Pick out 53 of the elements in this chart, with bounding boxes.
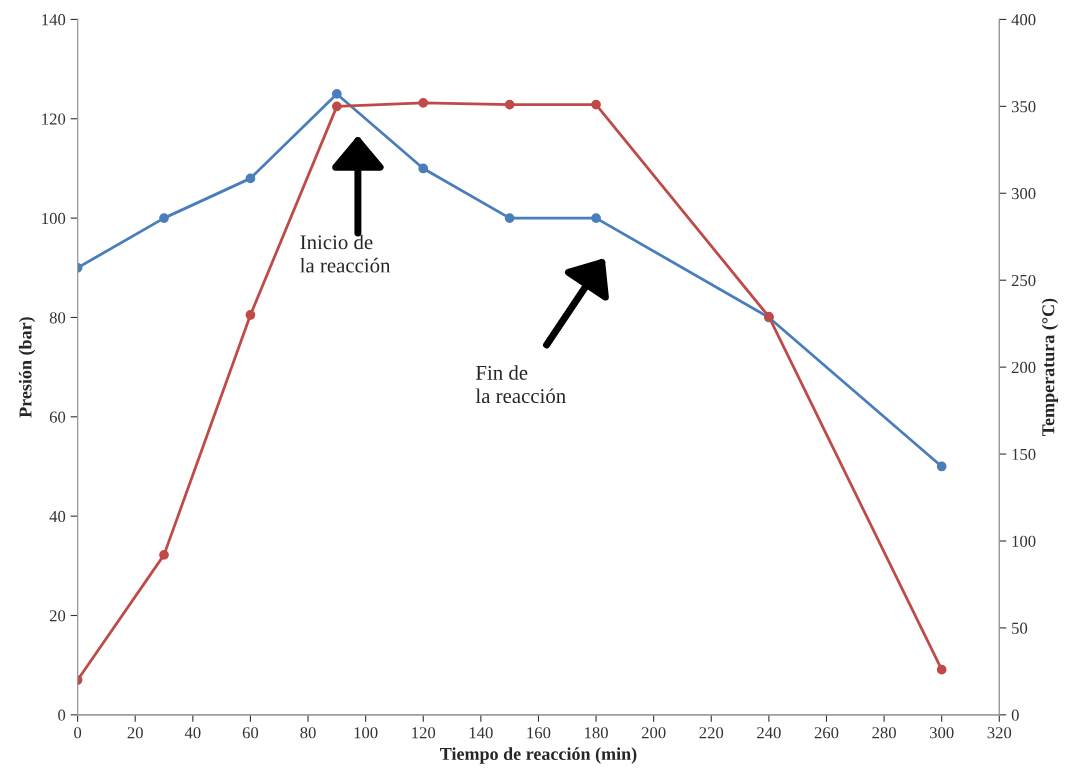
y-tick-label: 120 (42, 113, 66, 125)
x-tick-label: 0 (74, 727, 82, 739)
x-tick-label: 40 (184, 727, 201, 739)
point (245, 173, 256, 184)
point (591, 99, 601, 110)
x-tick-label: 280 (872, 727, 896, 739)
point (504, 213, 515, 223)
y2-tick-label: 350 (1011, 101, 1036, 113)
y2-tick-label: 250 (1011, 274, 1036, 287)
point (418, 98, 429, 108)
point (504, 99, 515, 110)
x-tick-label: 140 (469, 727, 493, 739)
y2-tick-label: 400 (1011, 14, 1036, 26)
point (591, 213, 601, 223)
y-tick-label: 40 (49, 510, 66, 523)
x-tick-label: 220 (699, 727, 724, 739)
x-tick-label: 120 (412, 727, 436, 739)
y2-tick-label: 300 (1011, 187, 1036, 200)
x-tick-label: 20 (127, 727, 143, 739)
x-tick-label: 200 (641, 727, 666, 739)
y-axis-title: Presión (bar) (18, 317, 36, 418)
point (159, 213, 169, 223)
x-tick-label: 240 (757, 727, 781, 739)
x-tick-label: 300 (930, 727, 954, 739)
x-tick-label: 80 (300, 727, 316, 739)
y-tick-label: 0 (58, 709, 66, 721)
x-axis-title: Tiempo de reacción (min) (440, 747, 637, 764)
x-tick-label: 180 (585, 727, 608, 739)
point (331, 89, 342, 99)
point (936, 664, 947, 675)
y-tick-label: 80 (49, 312, 66, 324)
y2-axis-title: Temperatura (°C) (1041, 298, 1059, 437)
y-tick-label: 140 (42, 14, 66, 26)
annotation: Fin de la reacción (475, 365, 566, 404)
point (159, 550, 169, 560)
x-tick-label: 60 (242, 727, 259, 739)
y2-tick-label: 100 (1012, 535, 1036, 547)
y-tick-label: 20 (49, 610, 66, 622)
annotation: Inicio de la reacción (300, 234, 391, 273)
point (936, 461, 947, 472)
y-tick-label: 60 (49, 411, 66, 423)
y-tick-label: 100 (42, 212, 66, 225)
x-tick-label: 160 (527, 727, 551, 739)
y2-tick-label: 150 (1012, 448, 1036, 461)
x-tick-label: 320 (987, 727, 1012, 739)
x-tick-label: 260 (814, 727, 839, 739)
y2-tick-label: 50 (1012, 622, 1028, 634)
point (418, 163, 429, 174)
point (245, 310, 256, 320)
y2-tick-label: 0 (1011, 709, 1019, 721)
point (331, 101, 342, 112)
x-tick-label: 100 (354, 727, 378, 739)
y2-tick-label: 200 (1011, 361, 1036, 374)
